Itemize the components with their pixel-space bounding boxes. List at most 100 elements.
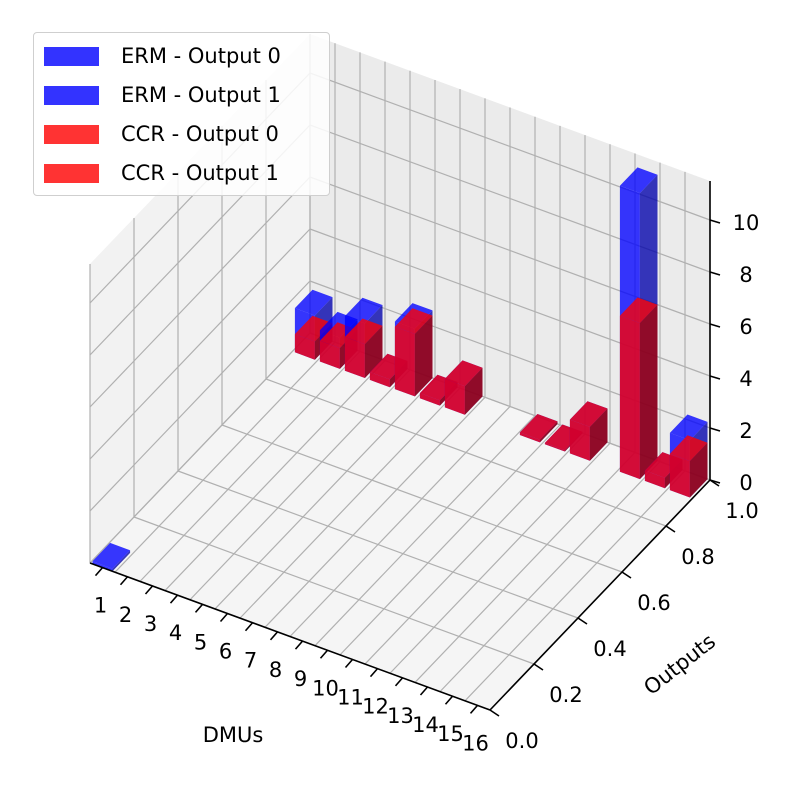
legend-swatch	[44, 85, 99, 105]
bar-side-face	[364, 325, 383, 378]
bar-top-face	[394, 308, 433, 334]
legend-swatch	[44, 46, 99, 66]
z-tick-label: 2	[739, 419, 752, 443]
bar-front-face	[294, 334, 315, 360]
gridline-x-floor	[414, 452, 636, 683]
gridline-x-floor	[164, 360, 386, 591]
x-tick-mark	[169, 594, 179, 604]
x-tick-mark	[444, 695, 454, 705]
gridline-y-floor	[133, 516, 535, 665]
z-tick-label: 6	[739, 315, 752, 339]
bar-dmu-16-ccr-output-1	[669, 435, 708, 498]
x-tick-mark	[219, 613, 229, 623]
y-tick-label: 0.2	[549, 683, 582, 707]
gridline-x-floor	[239, 387, 461, 619]
bar-side-face	[464, 367, 483, 415]
gridline-x-floor	[464, 470, 686, 702]
gridline-x-floor	[289, 406, 511, 637]
x-tick-mark	[469, 704, 479, 714]
gridline-x-floor	[389, 442, 611, 674]
bar-top-face	[519, 414, 558, 440]
bar-dmu-10-ccr-output-1	[519, 414, 558, 443]
gridline-x-floor	[139, 350, 361, 582]
x-tick-label: 11	[337, 685, 364, 709]
bars	[92, 167, 708, 572]
legend-label: CCR - Output 0	[121, 122, 279, 146]
legend-item-ccr-output-1: CCR - Output 1	[44, 158, 279, 188]
gridline-y-floor	[177, 470, 579, 619]
legend-label: CCR - Output 1	[121, 161, 279, 185]
z-tick-label: 8	[739, 263, 752, 287]
bar-side-face	[414, 315, 433, 397]
x-tick-mark	[119, 576, 129, 586]
y-axis-title: Outputs	[639, 629, 720, 700]
bar-top-face	[619, 297, 658, 324]
y-axis-line	[489, 479, 711, 711]
x-tick-label: 2	[119, 603, 132, 627]
x-tick-mark	[294, 640, 304, 650]
x-tick-label: 14	[412, 713, 439, 737]
x-tick-mark	[269, 631, 279, 641]
bar-top-face	[619, 167, 658, 194]
bar-front-face	[369, 372, 390, 388]
bar-front-face	[394, 326, 415, 397]
gridline-x-floor	[314, 415, 536, 647]
bar-front-face	[544, 442, 565, 452]
bar-side-face	[539, 421, 558, 443]
bar-side-face	[589, 408, 608, 461]
x-tick-label: 15	[437, 722, 464, 746]
z-tick-mark	[709, 323, 721, 328]
x-tick-label: 8	[269, 658, 282, 682]
x-tick-label: 1	[94, 594, 107, 618]
legend-label: ERM - Output 1	[121, 83, 281, 107]
z-tick-mark	[709, 479, 721, 484]
bar-front-face	[444, 378, 465, 415]
bar-top-face	[344, 318, 383, 345]
y-tick-label: 0.8	[681, 545, 714, 569]
bar-top-face	[294, 289, 333, 316]
gridline-z-back	[89, 332, 311, 564]
bar-dmu-5-ccr-output-1	[394, 308, 433, 397]
z-tick-mark	[709, 375, 721, 380]
x-tick-mark	[369, 668, 379, 678]
z-tick-mark	[709, 219, 721, 224]
y-tick-mark	[489, 709, 500, 717]
y-tick-mark	[577, 617, 588, 625]
bar-side-face	[689, 442, 708, 498]
z-tick-mark	[709, 271, 721, 276]
bar-side-face	[112, 550, 131, 572]
legend-item-erm-output-0: ERM - Output 0	[44, 41, 281, 71]
y-tick-label: 0.4	[593, 637, 626, 661]
gridline-x-floor	[264, 396, 486, 628]
bar-front-face	[344, 336, 365, 378]
legend: ERM - Output 0 ERM - Output 1 CCR - Outp…	[33, 32, 330, 196]
x-tick-label: 16	[462, 731, 489, 755]
z-tick-label: 4	[739, 367, 752, 391]
gridline-x-floor	[189, 369, 411, 601]
z-tick-mark	[709, 427, 721, 432]
bar-top-face	[569, 401, 608, 427]
bar-front-face	[619, 315, 640, 480]
bar-dmu-7-ccr-output-1	[444, 360, 483, 415]
x-tick-mark	[419, 686, 429, 696]
bar-front-face	[669, 453, 690, 498]
x-axis-line	[89, 562, 491, 711]
bar-front-face	[419, 393, 440, 406]
bar-top-face	[92, 542, 131, 569]
bar-top-face	[444, 360, 483, 387]
bar-side-face	[639, 304, 658, 480]
legend-swatch	[44, 124, 99, 144]
gridline-z-back	[89, 176, 311, 408]
bar-front-face	[569, 419, 590, 461]
gridline-y-floor	[221, 424, 623, 573]
gridline-x-floor	[339, 424, 561, 656]
x-tick-label: 6	[219, 640, 232, 664]
x-tick-mark	[144, 585, 154, 595]
legend-item-erm-output-1: ERM - Output 1	[44, 80, 281, 110]
gridline-x-floor	[364, 433, 586, 665]
gridline-x-floor	[114, 341, 336, 573]
bar-dmu-3-ccr-output-1	[344, 318, 383, 378]
legend-swatch	[44, 163, 99, 183]
